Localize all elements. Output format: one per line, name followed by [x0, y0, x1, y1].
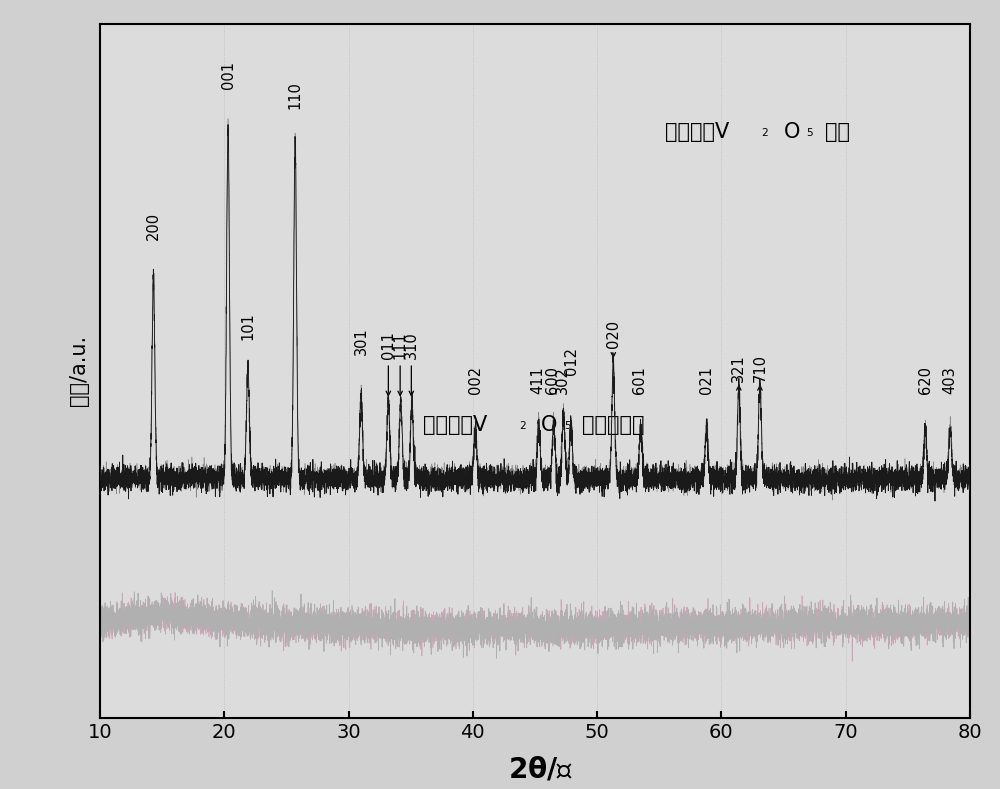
Text: 403: 403 [943, 366, 958, 394]
Text: 012: 012 [564, 346, 579, 375]
Text: 200: 200 [146, 211, 161, 240]
Text: $_5$: $_5$ [564, 417, 571, 432]
Text: 线球: 线球 [825, 122, 850, 142]
Text: 321: 321 [731, 354, 746, 383]
Text: 111: 111 [393, 331, 408, 359]
Text: 600: 600 [545, 366, 560, 394]
Text: 011: 011 [381, 331, 396, 359]
Text: $_2$: $_2$ [519, 417, 527, 432]
Text: 710: 710 [752, 354, 767, 383]
Text: O: O [784, 122, 800, 142]
Text: 020: 020 [606, 320, 621, 348]
Text: 620: 620 [918, 366, 933, 394]
Y-axis label: 强度/a.u.: 强度/a.u. [69, 335, 89, 406]
Text: $_2$: $_2$ [761, 124, 769, 139]
Text: O: O [541, 415, 558, 435]
Text: 101: 101 [240, 312, 255, 340]
Text: 301: 301 [354, 327, 368, 355]
Text: 302: 302 [555, 366, 570, 394]
Text: 601: 601 [632, 366, 647, 394]
Text: 002: 002 [468, 366, 483, 394]
Text: 线球前驱体: 线球前驱体 [582, 415, 645, 435]
Text: 110: 110 [288, 80, 303, 109]
Text: 001: 001 [221, 62, 236, 89]
Text: 021: 021 [699, 366, 714, 394]
Text: $\mathbf{2\theta}$/度: $\mathbf{2\theta}$/度 [508, 755, 572, 783]
Text: 310: 310 [404, 331, 419, 359]
Text: $_5$: $_5$ [806, 124, 814, 139]
Text: 411: 411 [530, 366, 545, 394]
Text: 空心多孔V: 空心多孔V [423, 415, 487, 435]
Text: 空心多孔V: 空心多孔V [666, 122, 730, 142]
